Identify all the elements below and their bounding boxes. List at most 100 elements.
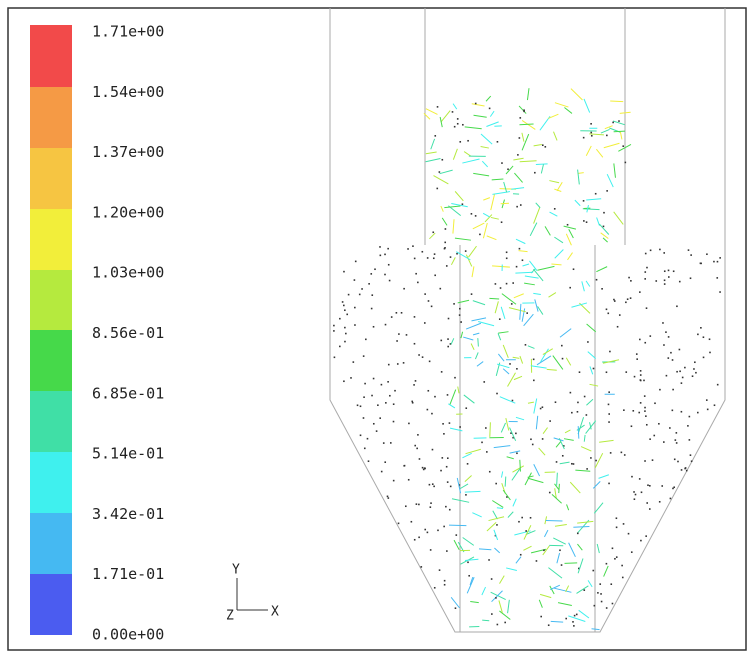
dot (605, 607, 608, 609)
dot (595, 278, 598, 281)
dot (454, 607, 457, 609)
vector (599, 439, 614, 443)
vector (600, 232, 609, 239)
vector (449, 389, 457, 405)
vector (499, 575, 505, 584)
dot (388, 279, 391, 282)
vector (439, 169, 453, 175)
vector (539, 593, 552, 599)
dot (411, 401, 414, 404)
vector (476, 361, 484, 367)
vector (564, 562, 578, 564)
vector (577, 417, 585, 435)
dot (628, 276, 630, 279)
dot (615, 517, 618, 520)
dot (344, 309, 346, 312)
dot (702, 356, 705, 359)
dot (394, 389, 396, 392)
dot (453, 303, 455, 305)
dot (510, 303, 513, 305)
vector (533, 268, 544, 282)
dot (364, 382, 366, 385)
vector (529, 222, 538, 237)
dot (443, 525, 445, 528)
vector (515, 238, 526, 245)
dot (389, 442, 392, 444)
dot (675, 442, 678, 444)
dot (645, 535, 647, 537)
dot (434, 395, 436, 398)
dot (689, 277, 692, 280)
dot (571, 462, 573, 465)
dot (343, 304, 345, 307)
dot (444, 246, 446, 249)
dot (384, 461, 387, 463)
dot (622, 523, 625, 525)
vector (558, 483, 560, 494)
dot (639, 291, 641, 293)
dot (636, 358, 638, 360)
vector (521, 132, 525, 142)
colorbar-label: 1.71e+00 (92, 23, 164, 41)
dot (418, 458, 421, 460)
vector (619, 131, 623, 140)
dot (713, 260, 715, 263)
dot (440, 469, 442, 472)
dot (432, 257, 435, 260)
dot (700, 327, 702, 329)
vector (521, 133, 530, 151)
dot (377, 404, 379, 407)
dot (607, 403, 610, 406)
dot (541, 438, 544, 440)
vector (573, 525, 590, 528)
dot (384, 253, 386, 256)
vector (519, 160, 537, 163)
vector (490, 194, 495, 211)
dot (386, 495, 389, 498)
vector (580, 446, 592, 452)
dot (392, 403, 395, 406)
vector (606, 173, 614, 188)
vector (550, 584, 561, 590)
band (30, 209, 72, 270)
dot (365, 338, 367, 341)
dot (495, 482, 497, 485)
dot (496, 524, 498, 526)
vector (592, 481, 601, 489)
vector (460, 331, 464, 339)
dot (485, 427, 487, 429)
vector (583, 434, 586, 442)
vector (515, 271, 534, 274)
dot (426, 408, 429, 411)
band (30, 574, 72, 635)
dot (705, 399, 708, 401)
dot (569, 391, 572, 394)
dot (455, 534, 458, 536)
dot (549, 420, 551, 422)
dot (667, 269, 670, 272)
dot (445, 265, 448, 267)
dot (614, 557, 616, 560)
dot (379, 246, 381, 248)
dot (667, 357, 670, 359)
dot (496, 392, 498, 395)
dot (431, 483, 434, 485)
dot (655, 280, 658, 282)
dot (448, 422, 451, 424)
dot (387, 263, 390, 266)
dot (372, 422, 375, 425)
dot (418, 536, 420, 539)
band (30, 513, 72, 574)
dot (519, 204, 522, 206)
vector (565, 357, 572, 366)
axis-label: Z (226, 609, 234, 624)
dot (533, 379, 535, 382)
dot (615, 526, 618, 529)
dot (630, 425, 633, 428)
dot (501, 162, 503, 164)
dot (561, 357, 564, 360)
vector (465, 322, 482, 330)
dot (427, 300, 430, 302)
dot (676, 370, 678, 373)
dot (592, 367, 595, 370)
